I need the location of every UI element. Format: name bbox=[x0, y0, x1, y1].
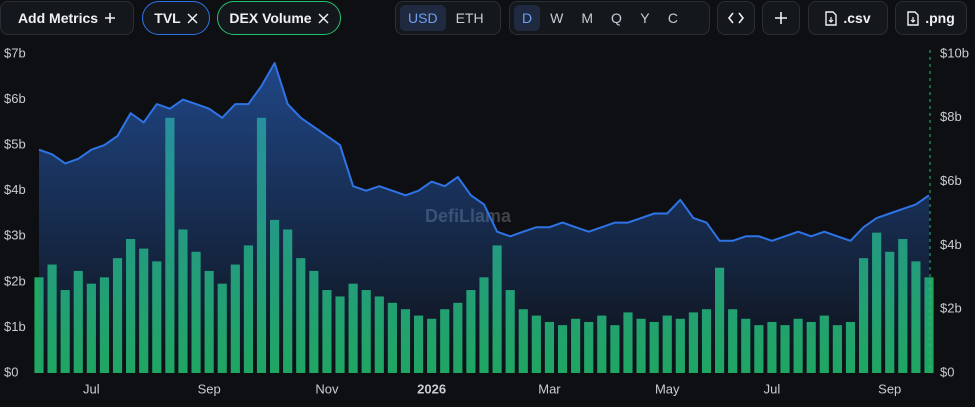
y-tick-label: $7b bbox=[4, 45, 26, 60]
period-option[interactable]: Y bbox=[640, 10, 650, 26]
period-option[interactable]: Q bbox=[611, 10, 622, 26]
download-png-button[interactable]: .png bbox=[895, 1, 967, 35]
y-tick-label: $1b bbox=[4, 319, 26, 334]
x-tick-label: Sep bbox=[198, 381, 221, 396]
y-tick-label: $6b bbox=[4, 91, 26, 106]
tvl-area bbox=[39, 63, 929, 373]
x-tick-label: Jul bbox=[83, 381, 100, 396]
y2-tick-label: $6b bbox=[940, 173, 962, 188]
metric-chip-label: TVL bbox=[154, 10, 181, 26]
x-tick-label: 2026 bbox=[417, 381, 446, 396]
currency-toggle: USD ETH bbox=[395, 1, 501, 35]
metric-chip[interactable]: DEX Volume bbox=[217, 1, 341, 35]
add-metrics-button[interactable]: Add Metrics bbox=[0, 1, 134, 35]
y2-tick-label: $10b bbox=[940, 45, 969, 60]
currency-option[interactable]: USD bbox=[400, 5, 446, 31]
add-metrics-label: Add Metrics bbox=[17, 10, 99, 26]
y-tick-label: $2b bbox=[4, 273, 26, 288]
x-tick-label: Jul bbox=[764, 381, 781, 396]
tvl-line bbox=[38, 62, 930, 242]
y2-tick-label: $0 bbox=[940, 364, 954, 379]
x-tick-label: Nov bbox=[315, 381, 339, 396]
download-label: .png bbox=[925, 10, 955, 26]
period-option[interactable]: M bbox=[581, 10, 594, 26]
download-label: .csv bbox=[843, 10, 871, 26]
file-icon bbox=[907, 10, 919, 26]
y-tick-label: $5b bbox=[4, 137, 26, 152]
y2-tick-label: $8b bbox=[940, 109, 962, 124]
y2-tick-label: $2b bbox=[940, 301, 962, 316]
plus-icon bbox=[105, 13, 116, 23]
add-button[interactable] bbox=[762, 1, 800, 35]
close-icon bbox=[187, 12, 198, 24]
metric-chip[interactable]: TVL bbox=[142, 1, 210, 35]
y-tick-label: $4b bbox=[4, 182, 26, 197]
code-icon bbox=[728, 12, 744, 24]
y-tick-label: $3b bbox=[4, 228, 26, 243]
period-option[interactable]: C bbox=[667, 10, 679, 26]
period-option[interactable]: D bbox=[514, 5, 541, 31]
x-tick-label: Sep bbox=[878, 381, 901, 396]
embed-button[interactable] bbox=[717, 1, 755, 35]
metric-chip-label: DEX Volume bbox=[229, 10, 312, 26]
x-tick-label: May bbox=[655, 381, 680, 396]
y2-tick-label: $4b bbox=[940, 237, 962, 252]
plus-icon bbox=[775, 12, 787, 24]
x-tick-label: Mar bbox=[538, 381, 561, 396]
close-icon bbox=[318, 12, 329, 24]
file-icon bbox=[825, 10, 838, 26]
download-csv-button[interactable]: .csv bbox=[808, 1, 888, 35]
currency-option[interactable]: ETH bbox=[455, 10, 484, 26]
y-tick-label: $0 bbox=[4, 364, 18, 379]
period-option[interactable]: W bbox=[550, 10, 564, 26]
